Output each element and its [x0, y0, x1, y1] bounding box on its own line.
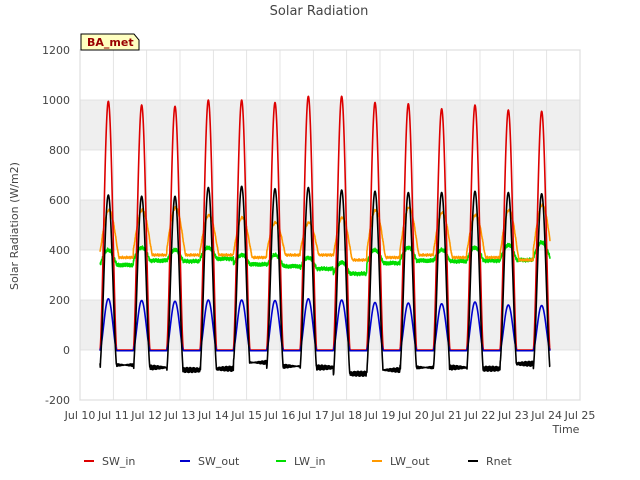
series-line-sw-out	[99, 297, 551, 352]
y-tick-label: 600	[49, 194, 70, 207]
x-tick-label: Jul 10	[64, 409, 96, 422]
y-tick-label: 1000	[42, 94, 70, 107]
x-tick-label: Jul 19	[364, 409, 396, 422]
series-lines	[99, 95, 551, 378]
y-tick-label: 0	[63, 344, 70, 357]
series-line-lw-out	[99, 203, 551, 262]
x-tick-label: Jul 13	[164, 409, 196, 422]
grid-band	[80, 200, 580, 250]
y-tick-label: 200	[49, 294, 70, 307]
y-tick-label: 800	[49, 144, 70, 157]
x-tick-label: Jul 22	[464, 409, 496, 422]
x-axis-ticks: Jul 10 Jul 11 Jul 12 Jul 13 Jul 14 Jul 15 Jul …	[64, 409, 596, 422]
x-tick-label: Jul 25	[564, 409, 596, 422]
badge-label: BA_met	[87, 36, 134, 49]
legend-item-rnet: Rnet	[468, 455, 512, 468]
x-tick-label: Jul 24	[530, 409, 562, 422]
chart-title: Solar Radiation	[270, 4, 369, 19]
y-axis-label: Solar Radiation (W/m2)	[8, 162, 21, 290]
y-tick-label: 1200	[42, 44, 70, 57]
legend-label: Rnet	[486, 455, 512, 468]
x-tick-label: Jul 23	[497, 409, 529, 422]
series-line-rnet	[99, 185, 551, 378]
x-tick-label: Jul 16	[264, 409, 296, 422]
y-axis-ticks: -200 0 200 400 600 800 1000 1200	[42, 44, 70, 407]
badge-box	[80, 33, 140, 51]
grid-band	[80, 300, 580, 350]
ba-met-badge: BA_met	[80, 33, 140, 51]
x-tick-label: Jul 14	[197, 409, 229, 422]
legend-label: SW_in	[102, 455, 135, 468]
x-tick-label: Jul 21	[430, 409, 462, 422]
series-line-lw-in	[99, 239, 551, 277]
legend-item-lw-in: LW_in	[276, 455, 326, 468]
grid-band	[80, 100, 580, 150]
legend-label: LW_out	[390, 455, 430, 468]
legend-label: LW_in	[294, 455, 326, 468]
legend-label: SW_out	[198, 455, 240, 468]
x-tick-label: Jul 11	[97, 409, 129, 422]
legend-item-sw-out: SW_out	[180, 455, 240, 468]
x-tick-label: Jul 20	[397, 409, 429, 422]
legend-item-sw-in: SW_in	[84, 455, 135, 468]
x-tick-label: Jul 12	[130, 409, 162, 422]
y-tick-label: 400	[49, 244, 70, 257]
x-axis-label: Time	[552, 423, 580, 436]
legend-item-lw-out: LW_out	[372, 455, 430, 468]
x-tick-label: Jul 17	[297, 409, 329, 422]
x-tick-label: Jul 15	[230, 409, 262, 422]
y-tick-label: -200	[45, 394, 70, 407]
x-tick-label: Jul 18	[330, 409, 362, 422]
legend: SW_in SW_out LW_in LW_out Rnet	[84, 455, 512, 468]
